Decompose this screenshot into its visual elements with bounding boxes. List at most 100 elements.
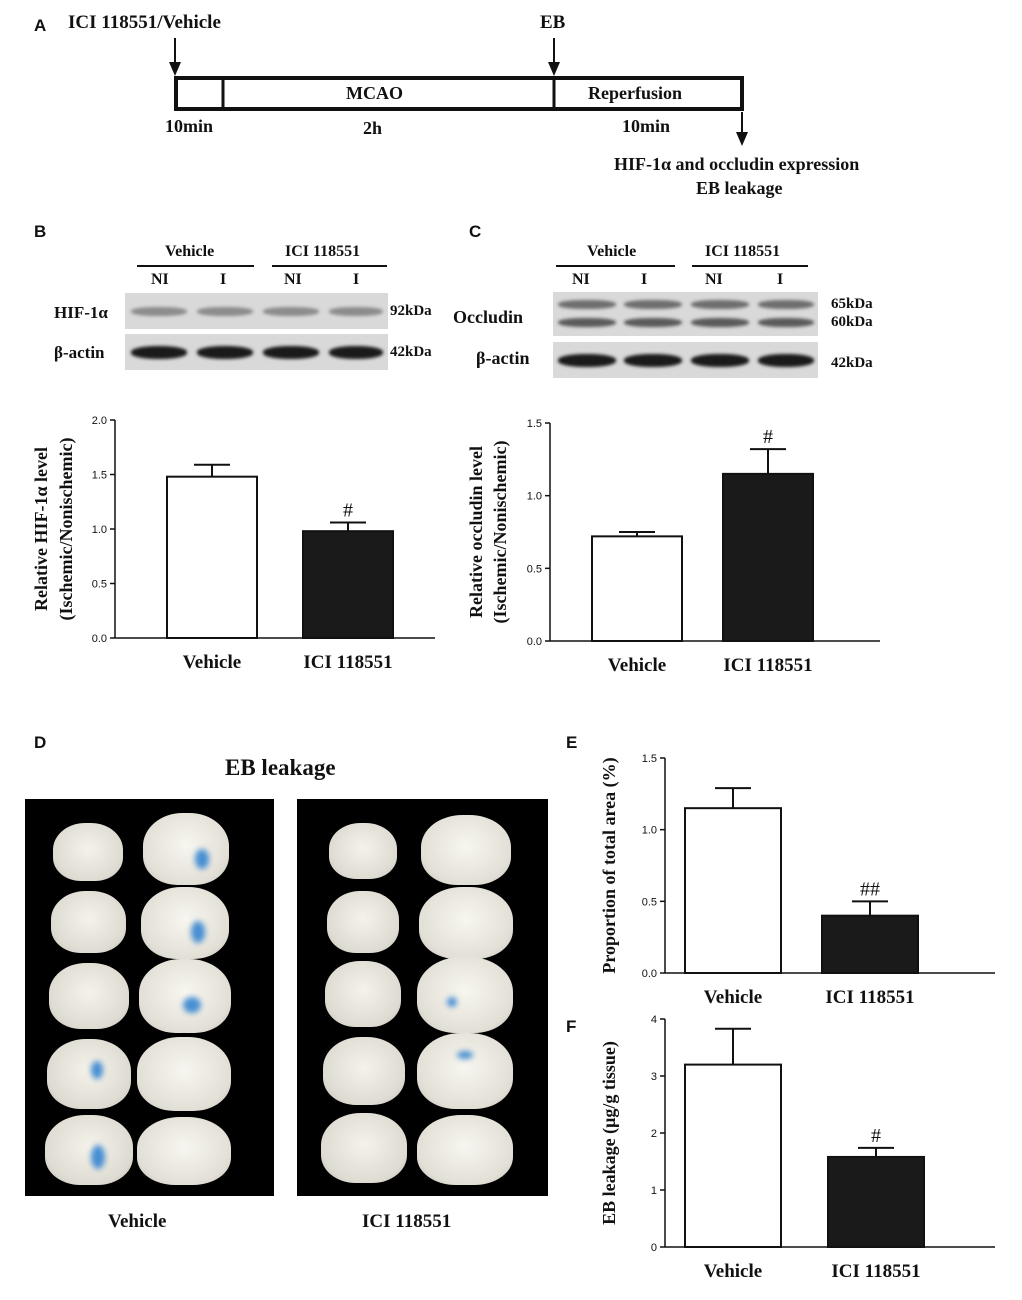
y-tick-label: 2	[651, 1128, 657, 1140]
y-tick-label: 0.0	[92, 633, 107, 645]
x-tick-label: Vehicle	[704, 987, 762, 1008]
blot-c-group-line-1	[556, 265, 675, 267]
brain-slice	[143, 813, 229, 885]
band	[758, 354, 814, 367]
band	[558, 318, 616, 327]
brain-slice	[139, 959, 231, 1033]
blot-c-kda-2: 42kDa	[831, 355, 873, 371]
eb-stain	[183, 997, 201, 1013]
brain-slice	[417, 1115, 513, 1185]
brain-slice	[325, 961, 401, 1027]
y-axis-label: Relative HIF-1α level	[31, 447, 51, 611]
y-tick-label: 4	[651, 1014, 657, 1026]
blot-c-row-actin: β-actin	[476, 348, 530, 368]
outcome-line-1: HIF-1α and occludin expression	[614, 154, 860, 174]
time-label-3: 10min	[622, 116, 671, 136]
brain-slice	[47, 1039, 131, 1109]
panel-label-b: B	[34, 222, 47, 241]
x-tick-label: ICI 118551	[723, 655, 812, 676]
band	[758, 300, 814, 309]
y-axis-label: Proportion of total area (%)	[599, 757, 620, 973]
brain-slice	[419, 887, 513, 959]
blot-b-group-line-1	[137, 265, 254, 267]
eb-arrow-head	[548, 62, 560, 76]
band	[197, 307, 253, 316]
blot-c-group-ici: ICI 118551	[705, 243, 781, 260]
chart-b: 0.0 0.5 1.0 1.5 2.0 Vehicle # ICI 118551 Relativ…	[31, 415, 435, 673]
drug-label: ICI 118551/Vehicle	[68, 12, 221, 33]
time-label-2: 2h	[363, 118, 383, 138]
panel-label-e: E	[566, 733, 578, 752]
bar	[302, 530, 394, 639]
y-tick-label: 0.0	[527, 636, 542, 648]
y-tick-label: 1.5	[527, 418, 542, 430]
band	[329, 307, 383, 316]
band	[624, 354, 682, 367]
reperfusion-label: Reperfusion	[588, 83, 682, 103]
y-axis-label: Relative occludin level	[466, 446, 486, 618]
y-tick-label: 3	[651, 1071, 657, 1083]
blot-c-group-line-2	[692, 265, 808, 267]
eb-stain	[195, 849, 209, 869]
blot-c-kda-1a: 65kDa	[831, 296, 873, 312]
blot-c-actin-strip	[553, 342, 818, 378]
eb-stain	[191, 921, 205, 943]
panel-label-a: A	[34, 16, 47, 35]
y-axis-label: (Ischemic/Nonischemic)	[490, 441, 511, 624]
timeline-svg	[169, 38, 748, 146]
blot-b-row-hif: HIF-1α	[54, 303, 108, 322]
blot-c-row-occludin: Occludin	[453, 307, 524, 327]
band	[263, 346, 319, 359]
significance-mark: #	[343, 499, 353, 521]
blot-b-group-line-2	[272, 265, 387, 267]
band	[558, 354, 616, 367]
chart-c: 0.0 0.5 1.0 1.5 Vehicle # ICI 118551 Relative o…	[466, 418, 880, 676]
blot-b-lane-3: NI	[284, 271, 302, 288]
blot-c-lane-3: NI	[705, 271, 723, 288]
photo-label-ici: ICI 118551	[362, 1211, 452, 1232]
outcome-arrow-head	[736, 132, 748, 146]
mcao-label: MCAO	[346, 83, 403, 103]
panel-label-d: D	[34, 733, 47, 752]
x-tick-label: ICI 118551	[825, 987, 914, 1008]
blot-b-hif-strip	[125, 293, 388, 329]
chart-e: 0.0 0.5 1.0 1.5 Vehicle ## ICI 118551 Proportio…	[599, 753, 995, 1008]
time-label-1: 10min	[165, 116, 214, 136]
y-tick-label: 0.5	[527, 563, 542, 575]
bar	[821, 914, 919, 975]
blot-c-group-vehicle: Vehicle	[587, 243, 637, 260]
blot-c-lane-2: I	[641, 271, 648, 288]
photo-vehicle	[25, 799, 274, 1196]
y-tick-label: 0.0	[642, 968, 657, 980]
eb-stain	[457, 1051, 473, 1059]
brain-slice	[141, 887, 229, 959]
panel-label-c: C	[469, 222, 482, 241]
photo-label-vehicle: Vehicle	[108, 1211, 167, 1232]
band	[691, 318, 749, 327]
blot-b-group-vehicle: Vehicle	[165, 243, 215, 260]
brain-slice	[329, 823, 397, 879]
band	[197, 346, 253, 359]
eb-stain	[91, 1061, 103, 1079]
x-tick-label: Vehicle	[183, 652, 241, 673]
brain-slice	[49, 963, 129, 1029]
band	[624, 300, 682, 309]
bar	[827, 1155, 925, 1248]
bar	[166, 475, 258, 640]
y-tick-label: 2.0	[92, 415, 107, 427]
chart-f: 0 1 2 3 4 Vehicle # ICI 118551 EB leakage (μg/g …	[599, 1014, 995, 1282]
blot-b-kda-1: 92kDa	[390, 303, 432, 319]
band	[691, 300, 749, 309]
blot-b-lane-1: NI	[151, 271, 169, 288]
band	[131, 346, 187, 359]
significance-mark: ##	[860, 878, 880, 900]
eb-label: EB	[540, 12, 566, 33]
brain-slice	[45, 1115, 133, 1185]
x-tick-label: ICI 118551	[831, 1261, 920, 1282]
eb-stain	[91, 1145, 105, 1169]
blot-c-occludin-strip	[553, 292, 818, 336]
band	[131, 307, 187, 316]
y-axis-label: EB leakage (μg/g tissue)	[599, 1041, 620, 1225]
panel-label-f: F	[566, 1017, 577, 1036]
significance-mark: #	[871, 1125, 881, 1147]
